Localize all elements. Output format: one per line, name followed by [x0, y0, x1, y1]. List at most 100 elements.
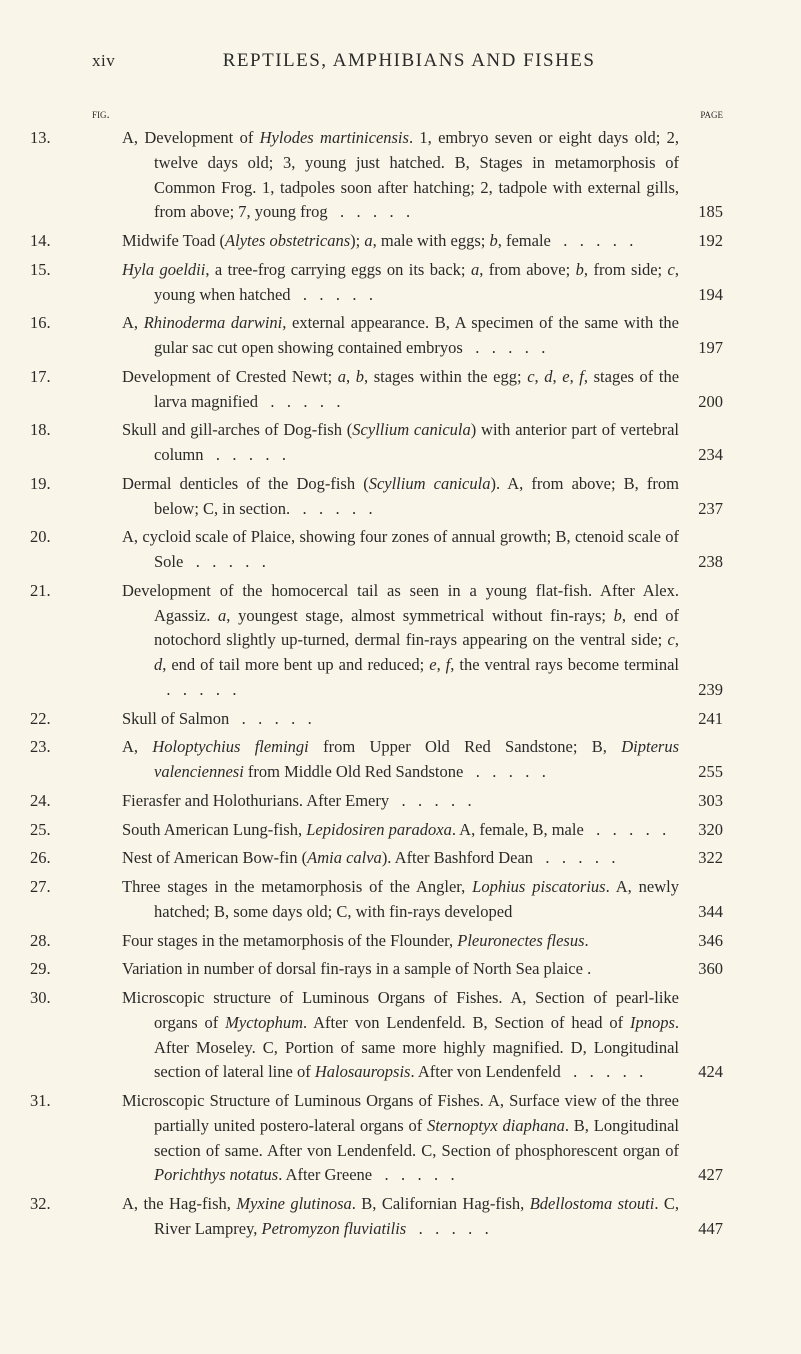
column-labels: fig. page: [92, 106, 723, 122]
figure-entry: 17. Development of Crested Newt; a, b, s…: [92, 365, 723, 415]
entry-page-number: 360: [685, 957, 723, 982]
figure-number: 30.: [92, 986, 122, 1011]
entry-page-number: 424: [685, 1060, 723, 1085]
entry-text: 20. A, cycloid scale of Plaice, showing …: [92, 525, 679, 575]
leader-dots: . . . . .: [328, 202, 411, 221]
entry-text: 28. Four stages in the metamorphosis of …: [92, 929, 679, 954]
leader-dots: . . . . .: [372, 1165, 455, 1184]
figure-number: 16.: [92, 311, 122, 336]
entry-text: 15. Hyla goeldii, a tree-frog carrying e…: [92, 258, 679, 308]
entry-description: Midwife Toad (Alytes obstetricans); a, m…: [122, 231, 551, 250]
figure-entry: 29. Variation in number of dorsal fin-ra…: [92, 957, 723, 982]
leader-dots: . . . . .: [561, 1062, 644, 1081]
entry-description: Four stages in the metamorphosis of the …: [122, 931, 589, 950]
figure-number: 24.: [92, 789, 122, 814]
entry-description: A, Rhinoderma darwini, external appearan…: [122, 313, 679, 357]
entry-description: Dermal denticles of the Dog-fish (Scylli…: [122, 474, 679, 518]
leader-dots: . . . . .: [463, 762, 546, 781]
entry-text: 24. Fierasfer and Holothurians. After Em…: [92, 789, 679, 814]
entry-page-number: 303: [685, 789, 723, 814]
entry-text: 23. A, Holoptychius flemingi from Upper …: [92, 735, 679, 785]
figure-number: 14.: [92, 229, 122, 254]
page-label: page: [700, 106, 723, 122]
figure-entry: 13. A, Development of Hylodes martinicen…: [92, 126, 723, 225]
entry-page-number: 344: [685, 900, 723, 925]
figure-entry: 19. Dermal denticles of the Dog-fish (Sc…: [92, 472, 723, 522]
figure-entry: 18. Skull and gill-arches of Dog-fish (S…: [92, 418, 723, 468]
figure-entry: 28. Four stages in the metamorphosis of …: [92, 929, 723, 954]
entry-text: 31. Microscopic Structure of Luminous Or…: [92, 1089, 679, 1188]
entry-page-number: 255: [685, 760, 723, 785]
entry-text: 16. A, Rhinoderma darwini, external appe…: [92, 311, 679, 361]
figure-number: 31.: [92, 1089, 122, 1114]
figure-number: 19.: [92, 472, 122, 497]
leader-dots: . . . . .: [290, 499, 373, 518]
entry-page-number: 200: [685, 390, 723, 415]
figure-number: 29.: [92, 957, 122, 982]
leader-dots: . . . . .: [389, 791, 472, 810]
entry-text: 27. Three stages in the metamorphosis of…: [92, 875, 679, 925]
entry-description: Skull of Salmon: [122, 709, 229, 728]
entry-page-number: 194: [685, 283, 723, 308]
figure-number: 18.: [92, 418, 122, 443]
figure-number: 17.: [92, 365, 122, 390]
figure-entry: 21. Development of the homocercal tail a…: [92, 579, 723, 703]
entry-text: 26. Nest of American Bow-fin (Amia calva…: [92, 846, 679, 871]
entry-description: A, the Hag-fish, Myxine glutinosa. B, Ca…: [122, 1194, 679, 1238]
figure-list: 13. A, Development of Hylodes martinicen…: [92, 126, 723, 1242]
entry-page-number: 427: [685, 1163, 723, 1188]
entry-page-number: 185: [685, 200, 723, 225]
figure-entry: 26. Nest of American Bow-fin (Amia calva…: [92, 846, 723, 871]
entry-page-number: 447: [685, 1217, 723, 1242]
figure-entry: 25. South American Lung-fish, Lepidosire…: [92, 818, 723, 843]
entry-page-number: 234: [685, 443, 723, 468]
figure-number: 32.: [92, 1192, 122, 1217]
entry-page-number: 238: [685, 550, 723, 575]
leader-dots: . . . . .: [204, 445, 287, 464]
leader-dots: . . . . .: [551, 231, 634, 250]
entry-text: 17. Development of Crested Newt; a, b, s…: [92, 365, 679, 415]
figure-entry: 20. A, cycloid scale of Plaice, showing …: [92, 525, 723, 575]
entry-text: 30. Microscopic structure of Luminous Or…: [92, 986, 679, 1085]
figure-number: 28.: [92, 929, 122, 954]
figure-entry: 16. A, Rhinoderma darwini, external appe…: [92, 311, 723, 361]
figure-number: 13.: [92, 126, 122, 151]
figure-number: 26.: [92, 846, 122, 871]
figure-entry: 32. A, the Hag-fish, Myxine glutinosa. B…: [92, 1192, 723, 1242]
leader-dots: . . . . .: [406, 1219, 489, 1238]
fig-label: fig.: [92, 106, 110, 122]
figure-entry: 14. Midwife Toad (Alytes obstetricans); …: [92, 229, 723, 254]
entry-description: Nest of American Bow-fin (Amia calva). A…: [122, 848, 533, 867]
leader-dots: . . . . .: [584, 820, 667, 839]
leader-dots: . . . . .: [258, 392, 341, 411]
entry-text: 18. Skull and gill-arches of Dog-fish (S…: [92, 418, 679, 468]
figure-entry: 30. Microscopic structure of Luminous Or…: [92, 986, 723, 1085]
figure-entry: 15. Hyla goeldii, a tree-frog carrying e…: [92, 258, 723, 308]
entry-text: 29. Variation in number of dorsal fin-ra…: [92, 957, 679, 982]
page-header: xiv REPTILES, AMPHIBIANS AND FISHES: [92, 50, 723, 72]
entry-page-number: 237: [685, 497, 723, 522]
figure-entry: 23. A, Holoptychius flemingi from Upper …: [92, 735, 723, 785]
entry-description: Hyla goeldii, a tree-frog carrying eggs …: [122, 260, 679, 304]
entry-page-number: 322: [685, 846, 723, 871]
entry-text: 21. Development of the homocercal tail a…: [92, 579, 679, 703]
leader-dots: . . . . .: [229, 709, 312, 728]
leader-dots: . . . . .: [463, 338, 546, 357]
entry-description: Development of the homocercal tail as se…: [122, 581, 679, 674]
leader-dots: . . . . .: [533, 848, 616, 867]
entry-description: Three stages in the metamorphosis of the…: [122, 877, 679, 921]
leader-dots: . . . . .: [291, 285, 374, 304]
entry-page-number: 320: [685, 818, 723, 843]
figure-entry: 22. Skull of Salmon . . . . .241: [92, 707, 723, 732]
entry-text: 25. South American Lung-fish, Lepidosire…: [92, 818, 679, 843]
entry-page-number: 346: [685, 929, 723, 954]
figure-entry: 24. Fierasfer and Holothurians. After Em…: [92, 789, 723, 814]
entry-text: 22. Skull of Salmon . . . . .: [92, 707, 679, 732]
page-title: REPTILES, AMPHIBIANS AND FISHES: [95, 50, 723, 72]
leader-dots: . . . . .: [183, 552, 266, 571]
figure-number: 22.: [92, 707, 122, 732]
leader-dots: . . . . .: [154, 680, 237, 699]
entry-description: Development of Crested Newt; a, b, stage…: [122, 367, 679, 411]
entry-text: 19. Dermal denticles of the Dog-fish (Sc…: [92, 472, 679, 522]
entry-page-number: 197: [685, 336, 723, 361]
